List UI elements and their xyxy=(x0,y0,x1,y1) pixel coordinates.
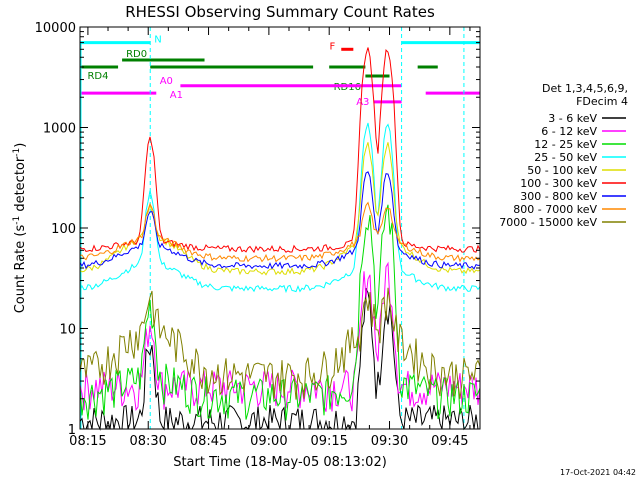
legend-label: 800 - 7000 keV xyxy=(513,203,597,216)
y-axis-label: Count Rate (s-1 detector-1) xyxy=(12,143,28,314)
y-tick-label: 10000 xyxy=(35,21,76,36)
y-tick-label: 1 xyxy=(68,423,76,438)
annotation-label-rd4: RD4 xyxy=(87,71,108,82)
x-tick-label: 08:30 xyxy=(129,434,166,449)
x-tick-label: 09:00 xyxy=(250,434,287,449)
series-line-100-300- xyxy=(79,47,481,254)
x-axis-label: Start Time (18-May-05 08:13:02) xyxy=(173,455,387,470)
series-line-12-25- xyxy=(79,204,481,421)
y-tick-label: 1000 xyxy=(43,122,76,137)
legend-header-detectors: Det 1,3,4,5,6,9, xyxy=(542,82,628,95)
x-tick-label: 09:30 xyxy=(371,434,408,449)
series-line-800-7000- xyxy=(79,201,481,263)
x-tick-label: 09:45 xyxy=(431,434,468,449)
annotation-label-rd16: RD16 xyxy=(334,82,361,93)
annotation-label-a3: A3 xyxy=(356,97,369,108)
chart-title: RHESSI Observing Summary Count Rates xyxy=(125,3,435,21)
series-line-300-800- xyxy=(79,171,481,270)
legend-label: 3 - 6 keV xyxy=(548,112,597,125)
legend-label: 100 - 300 keV xyxy=(520,177,597,190)
x-axis: 08:15 08:30 08:45 09:00 09:15 09:30 09:45 xyxy=(69,27,471,449)
annotation-label-rd0: RD0 xyxy=(126,49,147,60)
y-axis: 1 10 100 1000 10000 xyxy=(35,21,480,438)
y-tick-label: 10 xyxy=(59,323,76,338)
series-line-50-100- xyxy=(79,142,481,276)
legend-label: 12 - 25 keV xyxy=(534,138,597,151)
series-line-6-12- xyxy=(79,261,481,412)
legend-label: 50 - 100 keV xyxy=(527,164,597,177)
annotation-label-a1: A1 xyxy=(170,90,183,101)
series-line-25-50- xyxy=(79,122,481,294)
legend-label: 25 - 50 keV xyxy=(534,151,597,164)
legend-label: 300 - 800 keV xyxy=(520,190,597,203)
y-tick-label: 100 xyxy=(51,222,76,237)
series-layer xyxy=(79,47,481,431)
legend-label: 7000 - 15000 keV xyxy=(499,216,597,229)
x-tick-label: 08:15 xyxy=(69,434,106,449)
series-line-7000-15000- xyxy=(79,287,481,400)
annotation-label-n: N xyxy=(154,35,161,46)
annotation-label-f: F xyxy=(329,41,335,52)
legend-header-fdecim: FDecim 4 xyxy=(576,95,628,108)
x-tick-label: 09:15 xyxy=(310,434,347,449)
annotation-label-a0: A0 xyxy=(160,76,173,87)
timestamp: 17-Oct-2021 04:42 xyxy=(560,468,636,477)
legend-label: 6 - 12 keV xyxy=(541,125,597,138)
series-line-3-6- xyxy=(79,288,480,431)
x-tick-label: 08:45 xyxy=(190,434,227,449)
